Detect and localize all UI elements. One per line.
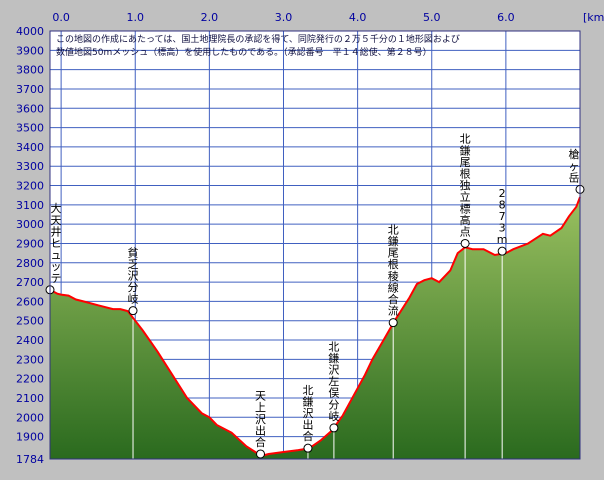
y-tick-label: 2700 bbox=[16, 276, 44, 289]
point-marker bbox=[388, 318, 398, 328]
y-tick-label: 3300 bbox=[16, 160, 44, 173]
x-tick-label: 5.0 bbox=[423, 11, 441, 24]
x-tick-label: 1.0 bbox=[126, 11, 144, 24]
plot-border bbox=[49, 30, 581, 460]
y-tick-labels: 1784 1900 2000 2100 2200 2300 2400 2500 2600 2700… bbox=[16, 25, 44, 466]
point-marker bbox=[256, 449, 266, 459]
x-tick-labels: 0.0 1.0 2.0 3.0 4.0 5.0 6.0 bbox=[52, 11, 514, 24]
point-label: 天上沢出合 bbox=[255, 390, 266, 449]
x-tick-label: 6.0 bbox=[497, 11, 515, 24]
y-tick-label: 3800 bbox=[16, 64, 44, 77]
point-label: 北鎌沢左俣分岐 bbox=[328, 340, 339, 423]
point-label: 北鎌尾根稜線合流 bbox=[388, 223, 399, 317]
point-marker bbox=[460, 238, 470, 248]
y-tick-label: 3100 bbox=[16, 199, 44, 212]
y-tick-label: 2100 bbox=[16, 392, 44, 405]
y-tick-label: 3600 bbox=[16, 102, 44, 115]
y-tick-label: 3900 bbox=[16, 44, 44, 57]
point-label: 北鎌沢出合 bbox=[302, 384, 313, 443]
y-tick-label: 2800 bbox=[16, 257, 44, 270]
point-markers bbox=[45, 184, 585, 459]
x-unit-label: [km] bbox=[583, 11, 604, 24]
point-label: 北鎌尾根独立標高点 bbox=[460, 133, 471, 239]
point-marker bbox=[329, 423, 339, 433]
y-tick-label: 3000 bbox=[16, 218, 44, 231]
point-marker bbox=[303, 443, 313, 453]
y-tick-label: 2200 bbox=[16, 373, 44, 386]
y-tick-label: 4000 bbox=[16, 25, 44, 38]
y-tick-label: 3500 bbox=[16, 122, 44, 135]
approval-note: この地図の作成にあたっては、国土地理院長の承認を得て、同院発行の２万５千分の１地… bbox=[56, 33, 460, 58]
y-tick-label: 2000 bbox=[16, 411, 44, 424]
y-tick-label: 3200 bbox=[16, 180, 44, 193]
y-tick-label: 3400 bbox=[16, 141, 44, 154]
x-tick-label: 3.0 bbox=[275, 11, 293, 24]
x-tick-label: 4.0 bbox=[349, 11, 367, 24]
approval-note-line: 数値地図50mメッシュ（標高）を使用したものである。（承認番号 平１４総使、第２… bbox=[56, 46, 432, 58]
point-label: 槍ヶ岳 bbox=[569, 147, 580, 184]
y-tick-label: 2500 bbox=[16, 315, 44, 328]
point-marker bbox=[128, 306, 138, 316]
terrain-area bbox=[50, 197, 580, 459]
x-tick-label: 0.0 bbox=[52, 11, 70, 24]
point-label: 貧乏沢分岐 bbox=[128, 246, 139, 305]
y-tick-label: 1900 bbox=[16, 431, 44, 444]
x-tick-label: 2.0 bbox=[201, 11, 219, 24]
point-marker bbox=[497, 246, 507, 256]
y-tick-label: 1784 bbox=[16, 453, 44, 466]
y-tick-label: 2600 bbox=[16, 295, 44, 308]
point-label: 大天井ヒュッテ bbox=[51, 201, 62, 285]
y-tick-label: 2400 bbox=[16, 334, 44, 347]
y-tick-label: 2900 bbox=[16, 237, 44, 250]
approval-note-line: この地図の作成にあたっては、国土地理院長の承認を得て、同院発行の２万５千分の１地… bbox=[56, 33, 460, 45]
y-tick-label: 2300 bbox=[16, 353, 44, 366]
y-tick-label: 3700 bbox=[16, 83, 44, 96]
